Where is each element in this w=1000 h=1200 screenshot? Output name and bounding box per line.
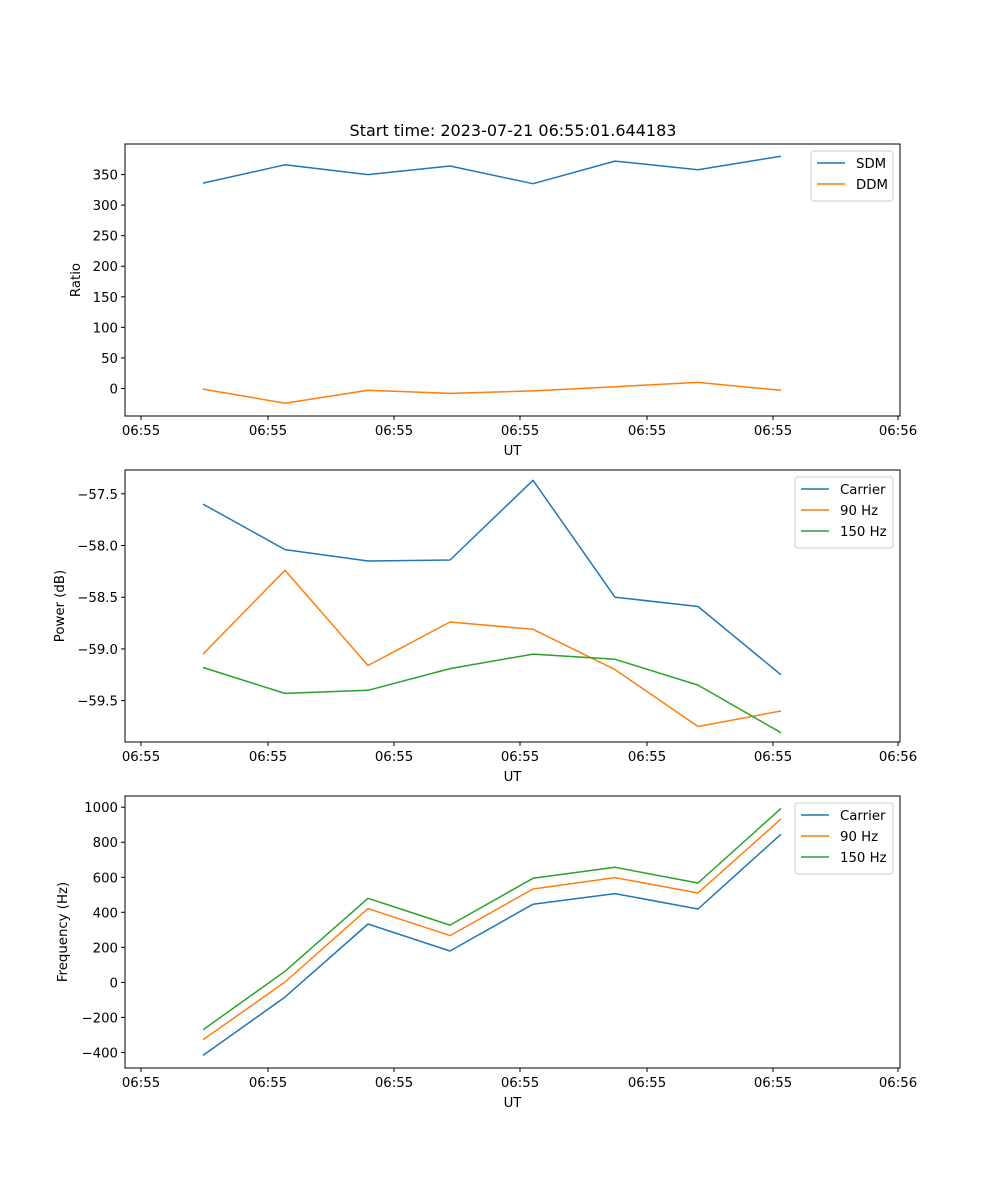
x-tick-label: 06:55 bbox=[249, 750, 287, 765]
series-line-carrier bbox=[202, 833, 782, 1057]
x-tick-label: 06:55 bbox=[501, 750, 539, 765]
legend-label: 150 Hz bbox=[840, 851, 887, 866]
x-tick-label: 06:55 bbox=[628, 424, 666, 439]
y-tick-label: 800 bbox=[93, 836, 118, 851]
x-tick-label: 06:55 bbox=[122, 1076, 160, 1091]
y-tick-label: 1000 bbox=[84, 801, 118, 816]
series-line-ddm bbox=[202, 381, 782, 404]
x-tick-label: 06:55 bbox=[249, 424, 287, 439]
x-tick-label: 06:55 bbox=[249, 1076, 287, 1091]
y-tick-label: −59.0 bbox=[77, 643, 118, 658]
x-axis-label: UT bbox=[504, 1096, 523, 1111]
legend-label: 90 Hz bbox=[840, 504, 878, 519]
x-tick-label: 06:55 bbox=[754, 1076, 792, 1091]
legend-label: 90 Hz bbox=[840, 830, 878, 845]
y-tick-label: 0 bbox=[110, 382, 118, 397]
axes-frame bbox=[124, 469, 901, 743]
series-line-90-hz bbox=[202, 818, 782, 1041]
x-tick-label: 06:55 bbox=[375, 424, 413, 439]
x-tick-label: 06:55 bbox=[754, 424, 792, 439]
y-tick-label: 50 bbox=[101, 352, 118, 367]
axes-frame bbox=[124, 795, 901, 1069]
y-tick-label: 250 bbox=[93, 230, 118, 245]
y-tick-label: 300 bbox=[93, 199, 118, 214]
y-tick-label: 200 bbox=[93, 941, 118, 956]
y-tick-label: −59.5 bbox=[77, 695, 118, 710]
y-tick-label: 350 bbox=[93, 169, 118, 184]
y-tick-label: 400 bbox=[93, 906, 118, 921]
y-tick-label: −58.0 bbox=[77, 539, 118, 554]
x-axis-label: UT bbox=[504, 444, 523, 459]
y-tick-label: 200 bbox=[93, 260, 118, 275]
y-tick-label: 150 bbox=[93, 291, 118, 306]
x-tick-label: 06:56 bbox=[879, 424, 917, 439]
legend: Carrier 90 Hz 150 Hz bbox=[794, 802, 894, 875]
frequency-subplot: 06:55 06:55 06:55 06:55 06:55 06:55 06:56 UT −40… bbox=[56, 795, 917, 1111]
y-tick-label: −200 bbox=[81, 1011, 118, 1026]
figure-title: Start time: 2023-07-21 06:55:01.644183 bbox=[350, 121, 677, 140]
y-tick-label: −58.5 bbox=[77, 591, 118, 606]
series-line-90-hz bbox=[202, 569, 782, 728]
x-axis-label: UT bbox=[504, 770, 523, 785]
x-tick-label: 06:55 bbox=[501, 1076, 539, 1091]
x-tick-label: 06:55 bbox=[122, 750, 160, 765]
y-axis-label: Frequency (Hz) bbox=[56, 882, 71, 982]
y-tick-label: 0 bbox=[110, 976, 118, 991]
x-tick-label: 06:56 bbox=[879, 1076, 917, 1091]
legend-label: DDM bbox=[856, 178, 888, 193]
legend: Carrier 90 Hz 150 Hz bbox=[794, 476, 894, 549]
y-tick-label: 600 bbox=[93, 871, 118, 886]
x-tick-label: 06:55 bbox=[628, 1076, 666, 1091]
y-axis-label: Ratio bbox=[69, 263, 84, 297]
y-tick-label: 100 bbox=[93, 321, 118, 336]
x-tick-label: 06:55 bbox=[122, 424, 160, 439]
series-line-150-hz bbox=[202, 807, 782, 1031]
axes-frame bbox=[124, 143, 901, 417]
y-tick-label: −400 bbox=[81, 1046, 118, 1061]
x-tick-label: 06:56 bbox=[879, 750, 917, 765]
x-tick-label: 06:55 bbox=[754, 750, 792, 765]
x-tick-label: 06:55 bbox=[375, 750, 413, 765]
y-tick-label: −57.5 bbox=[77, 488, 118, 503]
ratio-subplot: 06:55 06:55 06:55 06:55 06:55 06:55 06:56 UT 0 50… bbox=[69, 143, 917, 459]
x-tick-label: 06:55 bbox=[628, 750, 666, 765]
x-tick-label: 06:55 bbox=[501, 424, 539, 439]
series-line-sdm bbox=[202, 155, 782, 185]
series-line-carrier bbox=[202, 479, 782, 676]
x-tick-label: 06:55 bbox=[375, 1076, 413, 1091]
y-axis-label: Power (dB) bbox=[53, 570, 68, 642]
legend-label: SDM bbox=[856, 157, 886, 172]
legend-label: Carrier bbox=[840, 483, 886, 498]
series-line-150-hz bbox=[202, 653, 782, 734]
legend-label: Carrier bbox=[840, 809, 886, 824]
legend-label: 150 Hz bbox=[840, 525, 887, 540]
power-subplot: 06:55 06:55 06:55 06:55 06:55 06:55 06:56 UT −59… bbox=[53, 469, 917, 785]
legend: SDM DDM bbox=[810, 150, 894, 202]
